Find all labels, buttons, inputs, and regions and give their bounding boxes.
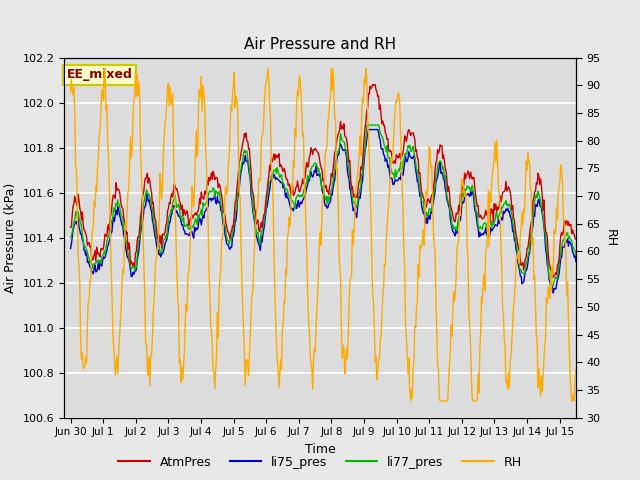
Y-axis label: Air Pressure (kPa): Air Pressure (kPa) [4, 182, 17, 293]
Text: EE_mixed: EE_mixed [67, 68, 132, 82]
Legend: AtmPres, li75_pres, li77_pres, RH: AtmPres, li75_pres, li77_pres, RH [113, 451, 527, 474]
Y-axis label: RH: RH [604, 228, 617, 247]
Title: Air Pressure and RH: Air Pressure and RH [244, 37, 396, 52]
X-axis label: Time: Time [305, 443, 335, 456]
